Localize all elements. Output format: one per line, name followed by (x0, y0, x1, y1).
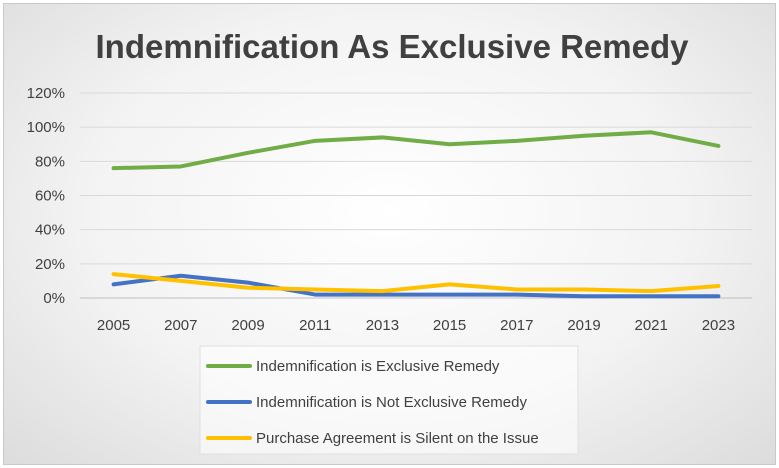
x-tick-label: 2005 (97, 317, 130, 334)
y-axis-ticks: 0% 20% 40% 60% 80% 100% 120% (27, 85, 65, 307)
gridlines (80, 92, 752, 299)
x-tick-label: 2007 (164, 317, 197, 334)
series-line-1 (111, 130, 721, 171)
series-line-3 (111, 272, 721, 294)
chart-title: Indemnification As Exclusive Remedy (96, 28, 690, 65)
legend: Indemnification is Exclusive Remedy Indem… (199, 345, 579, 455)
y-tick-label: 20% (35, 256, 65, 273)
x-tick-label: 2013 (366, 317, 399, 334)
legend-box (199, 345, 579, 455)
y-tick-label: 0% (43, 290, 65, 307)
y-tick-label: 100% (27, 119, 65, 136)
x-tick-label: 2015 (433, 317, 466, 334)
y-tick-label: 80% (35, 153, 65, 170)
series-lines (111, 130, 721, 299)
y-tick-label: 60% (35, 188, 65, 205)
x-tick-label: 2009 (231, 317, 264, 334)
series-line-2 (111, 273, 721, 299)
legend-label: Indemnification is Exclusive Remedy (256, 358, 500, 375)
y-tick-label: 40% (35, 222, 65, 239)
x-tick-label: 2017 (500, 317, 533, 334)
x-axis-ticks: 2005 2007 2009 2011 2013 2015 2017 2019 2021 2023 (97, 317, 735, 334)
x-tick-label: 2011 (299, 317, 331, 334)
legend-label: Purchase Agreement is Silent on the Issu… (256, 430, 539, 447)
x-tick-label: 2023 (702, 317, 735, 334)
x-tick-label: 2019 (567, 317, 600, 334)
legend-label: Indemnification is Not Exclusive Remedy (256, 394, 527, 411)
x-tick-label: 2021 (635, 317, 668, 334)
y-tick-label: 120% (27, 85, 65, 102)
